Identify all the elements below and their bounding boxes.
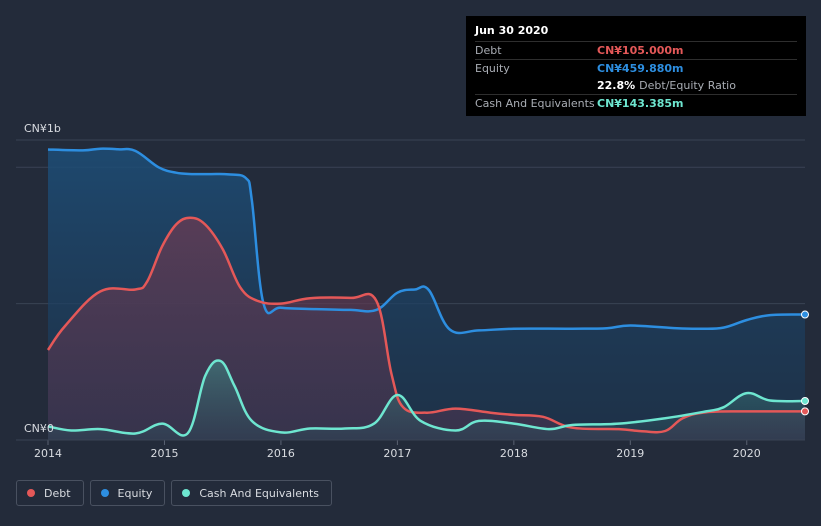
legend-item-debt[interactable]: Debt [16,480,84,506]
tooltip-cash-value: CN¥143.385m [597,97,684,110]
legend-label-cash: Cash And Equivalents [199,486,319,500]
area-cash-and-equivalents [48,360,805,440]
endpoint-cash-and-equivalents [801,397,809,405]
tooltip-ratio-suffix: Debt/Equity Ratio [639,79,736,92]
endpoint-debt [801,407,809,416]
tooltip: Jun 30 2020 Debt CN¥105.000m Equity CN¥4… [466,16,806,116]
tooltip-row-debt: Debt CN¥105.000m [475,41,797,59]
x-tick-label-2015: 2015 [150,447,178,460]
x-tick-label-2014: 2014 [34,447,62,460]
x-tick-label-2019: 2019 [616,447,644,460]
x-tick-label-2018: 2018 [500,447,528,460]
x-tick-label-2020: 2020 [733,447,761,460]
legend-dot-debt [27,489,35,497]
tooltip-debt-label: Debt [475,44,502,57]
x-axis: 2014 2015 2016 2017 2018 2019 2020 [16,439,805,460]
endpoint-equity [801,310,809,319]
tooltip-cash-label: Cash And Equivalents [475,97,595,110]
legend-dot-equity [100,489,109,497]
legend: Debt Equity Cash And Equivalents [16,480,332,506]
tooltip-date: Jun 30 2020 [475,24,549,37]
legend-dot-cash [182,489,191,497]
legend-item-cash[interactable]: Cash And Equivalents [171,480,332,506]
tooltip-row-equity: Equity CN¥459.880m [475,59,797,77]
legend-item-equity[interactable]: Equity [89,480,166,506]
tooltip-equity-value: CN¥459.880m [597,62,684,75]
legend-label-debt: Debt [44,486,71,500]
series-endpoints [801,310,809,416]
tooltip-debt-value: CN¥105.000m [597,44,684,57]
tooltip-row-cash: Cash And Equivalents CN¥143.385m [475,94,797,112]
tooltip-ratio-value: 22.8% [597,79,636,92]
y-label-bottom: CN¥0 [24,422,54,435]
series-areas [48,148,805,441]
area-debt [48,217,805,440]
line-cash-and-equivalents [47,359,806,437]
line-equity [47,147,806,335]
x-tick-label-2017: 2017 [383,447,411,460]
x-tick-label-2016: 2016 [267,447,295,460]
y-label-top: CN¥1b [24,122,61,135]
tooltip-equity-label: Equity [475,62,510,75]
series-lines [46,147,806,437]
legend-label-equity: Equity [117,486,153,500]
tooltip-row-ratio: 22.8% Debt/Equity Ratio [475,77,797,94]
line-debt [46,216,806,434]
